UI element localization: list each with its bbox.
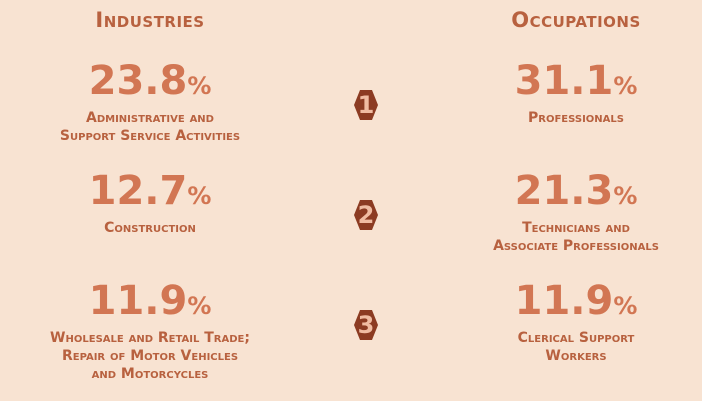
label-line: Clerical Support — [517, 330, 635, 346]
item: 23.8% Administrative and Support Service A… — [0, 58, 310, 145]
rank-badge — [354, 310, 378, 340]
occupations-title: Occupations — [511, 8, 641, 32]
unit: % — [187, 292, 212, 320]
item: 21.3% Technicians and Associate Profession… — [416, 168, 702, 255]
rank-number: 1 — [358, 91, 375, 119]
value: 11.9 — [88, 278, 188, 324]
value: 21.3 — [514, 168, 614, 214]
percentage: 23.8% — [0, 58, 310, 109]
label-line: Professionals — [528, 110, 624, 126]
value: 11.9 — [514, 278, 614, 324]
item: 11.9% Clerical Support Workers — [416, 278, 702, 365]
item: 12.7% Construction — [0, 168, 310, 237]
percentage: 11.9% — [416, 278, 702, 329]
unit: % — [613, 292, 638, 320]
unit: % — [187, 72, 212, 100]
rank-number: 2 — [358, 201, 375, 229]
label-line: Workers — [545, 348, 607, 364]
percentage: 21.3% — [416, 168, 702, 219]
label-line: and Motorcycles — [91, 366, 209, 382]
percentage: 12.7% — [0, 168, 310, 219]
rank-badge — [354, 200, 378, 230]
industries-title: Industries — [95, 8, 205, 32]
value: 31.1 — [514, 58, 614, 104]
rank-number: 3 — [358, 311, 375, 339]
label-line: Repair of Motor Vehicles — [61, 348, 239, 364]
rank-badge — [354, 90, 378, 120]
unit: % — [613, 182, 638, 210]
percentage: 11.9% — [0, 278, 310, 329]
label-line: Associate Professionals — [493, 238, 659, 254]
item: 11.9% Wholesale and Retail Trade; Repair o… — [0, 278, 310, 383]
label-line: Wholesale and Retail Trade; — [50, 330, 250, 346]
unit: % — [187, 182, 212, 210]
unit: % — [613, 72, 638, 100]
value: 12.7 — [88, 168, 188, 214]
label-line: Technicians and — [522, 220, 630, 236]
label-line: Administrative and — [86, 110, 214, 126]
value: 23.8 — [88, 58, 188, 104]
label-line: Construction — [104, 220, 196, 236]
label-line: Support Service Activities — [59, 128, 241, 144]
percentage: 31.1% — [416, 58, 702, 109]
item: 31.1% Professionals — [416, 58, 702, 127]
